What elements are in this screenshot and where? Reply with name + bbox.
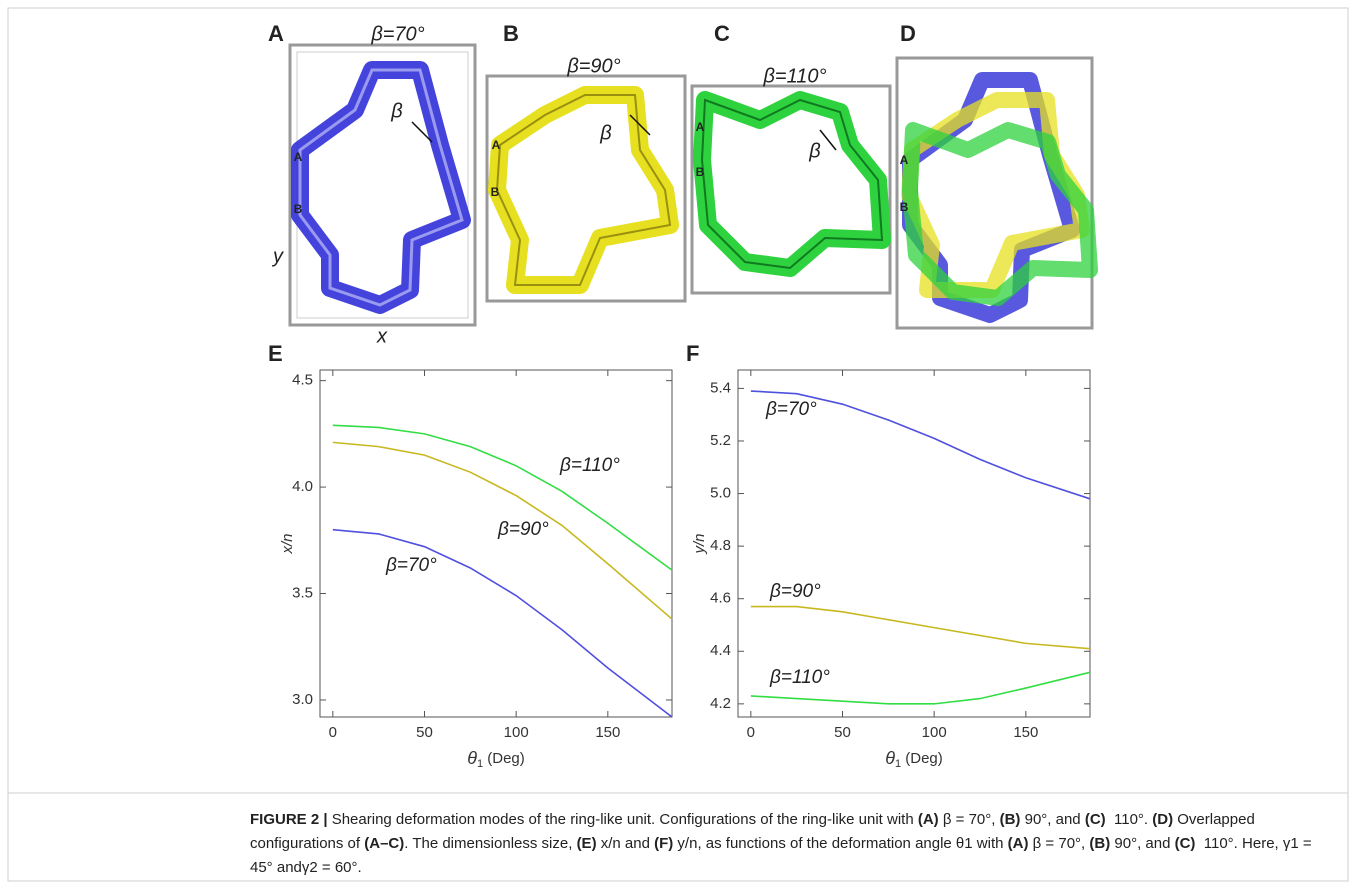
caption-bold: (A–C) bbox=[364, 835, 404, 852]
caption-text: y/n, as functions of the deformation ang… bbox=[673, 835, 1007, 852]
caption-text: β = 70°, bbox=[1028, 835, 1089, 852]
caption: FIGURE 2 | Shearing deformation modes of… bbox=[250, 808, 1330, 880]
x-axis-symbol: θ bbox=[467, 748, 477, 768]
y-tick-label: 3.5 bbox=[292, 584, 313, 601]
panel-d-drawing bbox=[897, 58, 1092, 328]
caption-bold: (B) bbox=[1089, 835, 1110, 852]
point-label: B bbox=[294, 202, 303, 216]
panel-title: β=70° bbox=[370, 23, 424, 45]
series-label: β=70° bbox=[765, 399, 817, 420]
caption-text: 110°. bbox=[1106, 811, 1153, 828]
angle-label: β bbox=[390, 100, 402, 122]
point-label: A bbox=[900, 153, 909, 167]
x-axis-label: θ1 (Deg) bbox=[467, 748, 525, 770]
y-tick-label: 4.8 bbox=[710, 537, 731, 554]
caption-bold: (E) bbox=[577, 835, 597, 852]
caption-text: . The dimensionless size, bbox=[404, 835, 576, 852]
figure-border bbox=[8, 8, 1348, 881]
y-tick-label: 4.4 bbox=[710, 642, 731, 659]
panel-label: C bbox=[714, 21, 730, 46]
x-tick-label: 100 bbox=[504, 724, 529, 741]
panel-b-drawing bbox=[487, 76, 685, 301]
line-series bbox=[751, 607, 1090, 649]
angle-label: β bbox=[808, 140, 820, 162]
series-label: β=90° bbox=[769, 581, 821, 602]
y-tick-label: 5.4 bbox=[710, 379, 731, 396]
x-tick-label: 50 bbox=[834, 724, 851, 741]
x-tick-label: 100 bbox=[922, 724, 947, 741]
line-series bbox=[333, 530, 672, 717]
angle-arrow bbox=[820, 130, 836, 150]
caption-bold: (F) bbox=[654, 835, 673, 852]
panel-label: D bbox=[900, 21, 916, 46]
caption-bold: FIGURE 2 | bbox=[250, 811, 328, 828]
caption-text: β = 70°, bbox=[939, 811, 1000, 828]
x-tick-label: 150 bbox=[1013, 724, 1038, 741]
x-axis-symbol: θ bbox=[885, 748, 895, 768]
panel-label: A bbox=[268, 21, 284, 46]
axis-label: y bbox=[271, 245, 284, 267]
x-axis-label: θ1 (Deg) bbox=[885, 748, 943, 770]
y-tick-label: 4.2 bbox=[710, 695, 731, 712]
x-axis-unit: (Deg) bbox=[901, 750, 943, 767]
point-label: B bbox=[491, 185, 500, 199]
panel-a-drawing bbox=[290, 45, 475, 325]
caption-text: Shearing deformation modes of the ring-l… bbox=[328, 811, 918, 828]
point-label: B bbox=[696, 165, 705, 179]
point-label: A bbox=[492, 138, 501, 152]
caption-bold: (A) bbox=[1008, 835, 1029, 852]
panel-title: β=110° bbox=[763, 65, 827, 87]
series-label: β=110° bbox=[769, 667, 830, 688]
y-tick-label: 4.0 bbox=[292, 478, 313, 495]
x-tick-label: 0 bbox=[329, 724, 337, 741]
caption-bold: (D) bbox=[1152, 811, 1173, 828]
x-tick-label: 150 bbox=[595, 724, 620, 741]
x-axis-unit: (Deg) bbox=[483, 750, 525, 767]
point-label: A bbox=[696, 120, 705, 134]
x-tick-label: 50 bbox=[416, 724, 433, 741]
y-axis-label: x/n bbox=[279, 533, 296, 554]
plot-frame bbox=[738, 370, 1090, 717]
axis-label: x bbox=[376, 325, 388, 347]
panel-label: E bbox=[268, 341, 283, 366]
y-axis-label: y/n bbox=[691, 533, 708, 554]
y-tick-label: 5.0 bbox=[710, 485, 731, 502]
y-tick-label: 4.6 bbox=[710, 590, 731, 607]
angle-label: β bbox=[599, 122, 611, 144]
series-label: β=90° bbox=[497, 519, 549, 540]
series-label: β=110° bbox=[559, 455, 620, 476]
caption-bold: (C) bbox=[1085, 811, 1106, 828]
panel-title: β=90° bbox=[566, 55, 620, 77]
caption-text: x/n and bbox=[597, 835, 655, 852]
y-tick-label: 4.5 bbox=[292, 372, 313, 389]
caption-bold: (C) bbox=[1175, 835, 1196, 852]
figure: A β=70° β A B x y B β=90° β A B C β=110°… bbox=[0, 0, 1356, 889]
caption-bold: (A) bbox=[918, 811, 939, 828]
y-tick-label: 3.0 bbox=[292, 691, 313, 708]
point-label: A bbox=[294, 150, 303, 164]
caption-text: 90°, and bbox=[1020, 811, 1084, 828]
caption-text: 90°, and bbox=[1110, 835, 1174, 852]
caption-bold: (B) bbox=[1000, 811, 1021, 828]
series-label: β=70° bbox=[385, 555, 437, 576]
panel-c-drawing bbox=[692, 86, 890, 293]
panel-label: B bbox=[503, 21, 519, 46]
panel-label: F bbox=[686, 341, 699, 366]
page: A β=70° β A B x y B β=90° β A B C β=110°… bbox=[0, 0, 1356, 889]
x-tick-label: 0 bbox=[747, 724, 755, 741]
point-label: B bbox=[900, 200, 909, 214]
plot-frame bbox=[320, 370, 672, 717]
y-tick-label: 5.2 bbox=[710, 432, 731, 449]
